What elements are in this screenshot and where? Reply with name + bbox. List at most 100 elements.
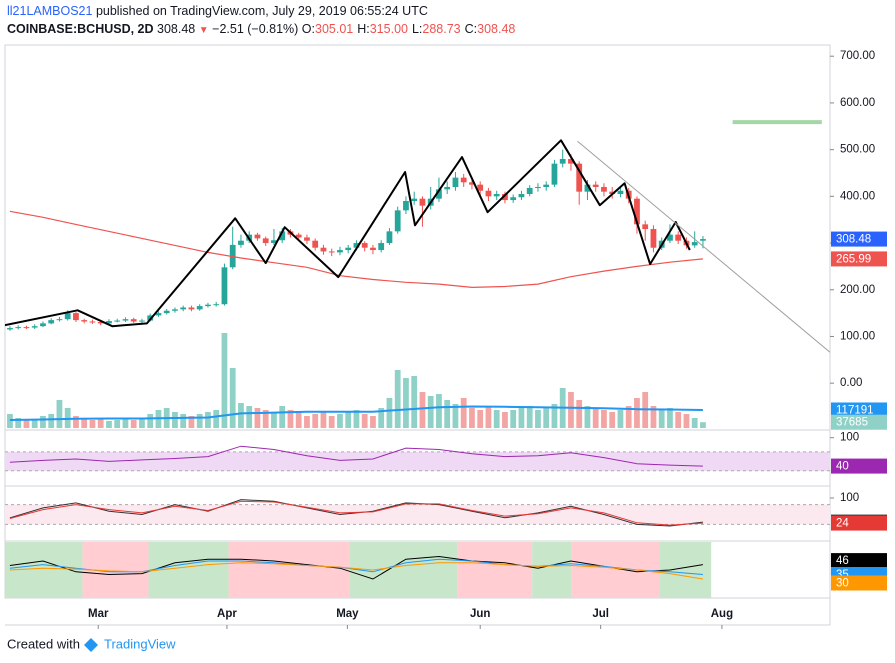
volume-bar (205, 412, 211, 428)
candle-body (56, 319, 63, 321)
volume-bar (295, 412, 302, 428)
volume-bar (634, 398, 640, 428)
volume-bar (246, 406, 253, 428)
candle-body (238, 240, 244, 245)
volume-bar (139, 419, 145, 428)
ohlc-value: 305.01 (315, 22, 354, 36)
volume-bar (394, 370, 401, 428)
volume-bar (106, 421, 112, 428)
indicator-value-label-box (831, 515, 887, 531)
candle-body (642, 224, 649, 230)
candle-body (592, 184, 599, 187)
last-price-label-box (831, 231, 887, 247)
candle-body (609, 191, 616, 194)
drawing (577, 140, 830, 353)
ohlc-key: L: (411, 22, 423, 36)
volume-bar (444, 400, 451, 428)
y-tick-label: 500.00 (840, 144, 875, 156)
y-tick-label: 0.00 (840, 377, 862, 389)
created-with: Created with (7, 636, 80, 651)
last-price-label: 308.48 (836, 234, 871, 246)
indicator-value-label-box (831, 575, 887, 591)
volume-bar (609, 412, 616, 428)
candle-body (526, 187, 533, 194)
down-arrow: ▼ (198, 25, 209, 36)
candle-body (436, 189, 442, 199)
drawing (5, 139, 691, 328)
volume-bar (254, 408, 261, 428)
candle-body (411, 198, 418, 202)
candle-body (221, 267, 228, 305)
volume-bar (56, 400, 63, 428)
candle-body (386, 231, 393, 244)
volume-ma (9, 405, 703, 421)
volume-bar (584, 406, 591, 428)
candle-body (31, 326, 38, 328)
volume-ma-label: 117191 (836, 405, 874, 417)
volume-bar (460, 398, 467, 428)
candle-body (130, 319, 137, 322)
volume-bar (568, 392, 574, 428)
volume-bar (683, 414, 690, 428)
candle-body (345, 247, 352, 251)
candle-body (139, 320, 145, 322)
volume-bar (452, 404, 459, 428)
volume-bar (419, 392, 426, 428)
candle-body (328, 251, 335, 253)
author[interactable]: ll21LAMBOS21 (7, 4, 93, 18)
candle-body (155, 313, 162, 316)
volume-bar (617, 410, 624, 428)
volume-bar (370, 416, 376, 428)
published: published on TradingView.com, July 29, 2… (95, 4, 428, 18)
symbol-line: COINBASE:BCHUSD, 2D 308.48 ▼ −2.51 (−0.8… (7, 22, 519, 36)
candle-body (73, 313, 79, 321)
x-tick-label: Aug (711, 608, 733, 620)
candle-body (353, 243, 360, 248)
volume-bar (114, 420, 121, 428)
header-line: ll21LAMBOS21 published on TradingView.co… (7, 4, 428, 18)
volume-label-box (831, 414, 887, 430)
candle-body (559, 158, 566, 164)
candle-body (254, 234, 261, 239)
candle-body (419, 198, 426, 206)
candle-body (361, 243, 368, 248)
volume-bar (625, 406, 632, 428)
volume-bar (667, 408, 673, 428)
volume-bar (262, 410, 269, 428)
volume-bar (23, 419, 30, 428)
candle-body (213, 304, 220, 306)
band (5, 451, 830, 471)
last-price: 308.48 (157, 22, 196, 36)
candle-body (675, 234, 682, 241)
brand[interactable]: TradingView (104, 636, 176, 651)
change: −2.51 (−0.81%) (212, 22, 299, 36)
candle-body (312, 240, 319, 248)
volume-bar (213, 410, 220, 428)
volume-bar (271, 412, 277, 428)
candle-body (370, 247, 376, 251)
indicator-value-label: 40 (836, 461, 849, 473)
candle-body (403, 201, 409, 211)
candle-body (691, 242, 698, 246)
volume-bar (436, 394, 442, 428)
candle-body (48, 320, 55, 324)
volume-bar (89, 420, 96, 428)
indicator-line (9, 500, 703, 526)
ma-label-box (831, 251, 887, 267)
volume-bar (229, 368, 236, 428)
candle-body (576, 163, 583, 192)
ohlc-value: 315.00 (369, 22, 408, 36)
main-pane (5, 120, 830, 428)
volume-bar (551, 404, 558, 428)
region (532, 542, 572, 598)
candle-body (502, 193, 508, 201)
volume-bar (172, 412, 178, 428)
candle-body (122, 319, 129, 321)
ohlc-value: 288.73 (422, 22, 461, 36)
region (571, 542, 661, 598)
candle-body (394, 210, 401, 232)
candle-body (543, 184, 550, 187)
volume-bar (427, 396, 434, 428)
volume-bar (196, 414, 203, 428)
